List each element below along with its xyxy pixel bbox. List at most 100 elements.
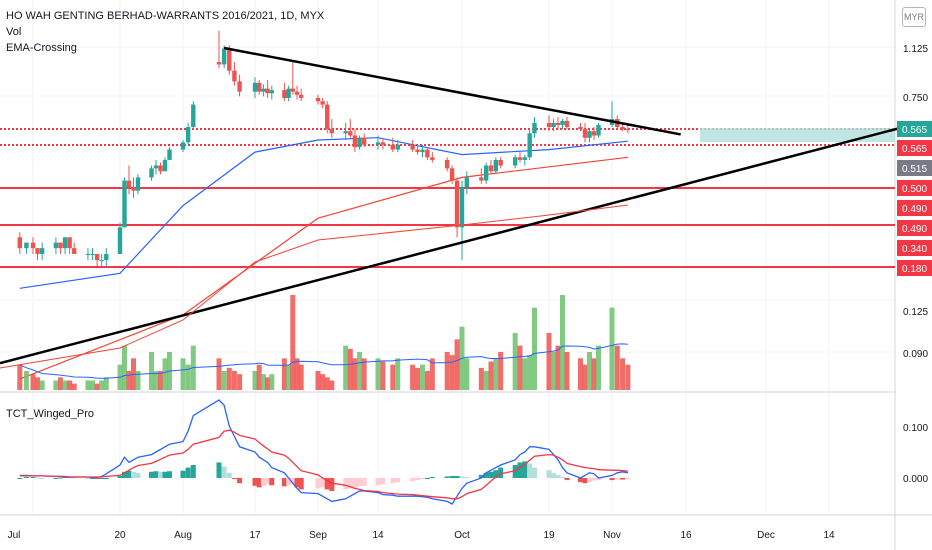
oscillator-bar — [512, 465, 518, 478]
candle-body — [282, 90, 287, 98]
oscillator-bar — [122, 471, 127, 478]
oscillator-bar — [478, 474, 484, 478]
volume-bar — [546, 333, 552, 390]
volume-bar — [347, 348, 353, 390]
price-tag — [897, 180, 932, 196]
oscillator-bar — [329, 478, 335, 491]
ema-fast-line — [19, 137, 628, 289]
candle-body — [464, 177, 470, 188]
volume-bar — [512, 333, 518, 390]
oscillator-bar — [23, 476, 29, 478]
oscillator-bar — [564, 478, 570, 481]
volume-bar — [352, 358, 358, 390]
time-tick-label: Oct — [454, 530, 470, 541]
volume-indicator-label[interactable]: Vol — [6, 26, 22, 38]
candle-body — [185, 126, 191, 143]
volume-bar — [35, 377, 41, 390]
target-zone — [700, 128, 895, 142]
volume-bar — [85, 380, 91, 390]
axes: 1.125 0.750 0.125 0.090 0.100 0.000 0.565 0.565… — [8, 44, 932, 541]
oscillator-bar — [320, 478, 326, 488]
ema-indicator-label[interactable]: EMA-Crossing — [6, 42, 77, 54]
oscillator-slow-line — [19, 429, 628, 500]
volume-bar — [578, 358, 583, 390]
volume-bar — [609, 307, 615, 390]
candle-body — [375, 142, 381, 145]
price-tag-label: 0.565 — [902, 125, 927, 136]
volume-bar — [498, 352, 504, 390]
price-tag — [897, 160, 932, 176]
oscillator-bar — [260, 478, 266, 486]
candle-body — [232, 70, 237, 82]
volume-bar — [30, 374, 36, 390]
currency-button[interactable]: MYR — [902, 7, 926, 27]
candle-body — [479, 177, 484, 181]
time-tick-label: 20 — [114, 530, 126, 541]
oscillator-bar — [17, 478, 23, 479]
candle-body — [578, 126, 583, 130]
price-tick-label: 0.100 — [903, 423, 928, 434]
time-tick-label: Jul — [8, 530, 21, 541]
volume-bar — [454, 339, 460, 390]
volume-bar — [429, 358, 435, 390]
volume-bar — [158, 371, 163, 390]
volume-bar — [357, 352, 363, 390]
candle-body — [265, 88, 270, 94]
oscillator-bar — [290, 478, 296, 485]
price-tag — [897, 121, 932, 137]
oscillator-bar — [126, 470, 132, 478]
candle-body — [269, 90, 274, 94]
volume-bar — [149, 352, 154, 390]
oscillator-bar — [94, 478, 100, 479]
volume-bar — [343, 345, 349, 390]
candle-body — [582, 129, 588, 138]
oscillator-bar — [57, 477, 63, 479]
candle-body — [430, 157, 435, 160]
volume-bar — [265, 377, 271, 390]
time-tick-label: Sep — [309, 530, 327, 541]
oscillator-bar — [216, 462, 222, 478]
oscillator-bar — [190, 465, 196, 478]
oscillator-label[interactable]: TCT_Winged_Pro — [6, 408, 95, 420]
oscillator-bar — [231, 478, 237, 480]
candle-body — [191, 104, 196, 127]
candle-body — [483, 165, 489, 181]
symbol-title[interactable]: HO WAH GENTING BERHAD-WARRANTS 2016/2021… — [6, 10, 325, 22]
candle-body — [315, 97, 321, 102]
oscillator-bar — [265, 478, 271, 485]
oscillator-bar — [347, 478, 353, 489]
candle-body — [35, 248, 40, 254]
candle-body — [131, 187, 136, 191]
oscillator-bar — [522, 461, 528, 478]
price-tick-label: 0.000 — [903, 474, 928, 485]
candle-body — [167, 149, 172, 160]
candle-body — [90, 253, 95, 255]
oscillator-bar — [256, 478, 262, 488]
candle-body — [99, 260, 104, 262]
price-tag — [897, 220, 932, 236]
volume-bar — [231, 371, 237, 390]
candle-body — [329, 129, 335, 134]
candle-body — [488, 165, 494, 172]
time-tick-label: 17 — [249, 530, 261, 541]
oscillator-bar — [39, 478, 45, 479]
oscillator-bar — [158, 471, 163, 478]
oscillator-bar — [294, 478, 300, 488]
oscillator-bar — [454, 475, 460, 478]
candle-body — [180, 142, 186, 150]
oscillator-bar — [483, 472, 489, 478]
candle-body — [67, 237, 72, 249]
candle-body — [135, 177, 141, 191]
price-tag — [897, 260, 932, 276]
oscillator-bar — [53, 478, 59, 479]
candle-body — [227, 48, 232, 71]
volume-bar — [23, 371, 29, 390]
price-tick-label: 0.125 — [903, 307, 928, 318]
trendlines[interactable] — [0, 46, 901, 365]
price-tag — [897, 140, 932, 156]
volume-bar — [522, 358, 528, 390]
candle-body — [352, 135, 358, 148]
oscillator-bar — [131, 471, 136, 478]
candle-body — [444, 159, 450, 169]
